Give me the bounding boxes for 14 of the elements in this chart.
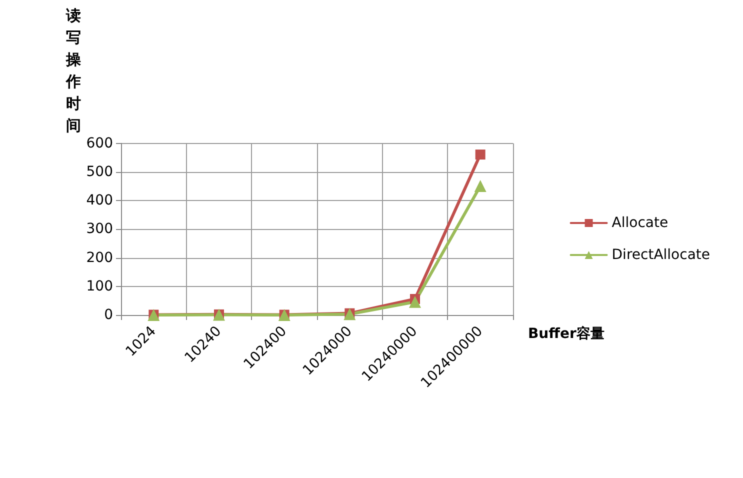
legend-label: DirectAllocate xyxy=(612,247,710,263)
x-axis-title: Buffer容量 xyxy=(528,325,604,342)
point xyxy=(409,296,421,308)
y-tick-label: 300 xyxy=(86,221,113,238)
y-tick-label: 500 xyxy=(86,164,113,180)
point xyxy=(475,150,486,160)
y-tick-label: 0 xyxy=(104,307,113,323)
y-axis-title: 读写操作时间 xyxy=(65,6,82,134)
y-tick-label: 600 xyxy=(86,135,113,152)
y-tick-label: 100 xyxy=(86,278,113,294)
point xyxy=(474,180,486,192)
y-tick-label: 200 xyxy=(86,250,113,266)
legend-label: Allocate xyxy=(612,215,668,231)
y-tick-label: 400 xyxy=(86,192,113,209)
